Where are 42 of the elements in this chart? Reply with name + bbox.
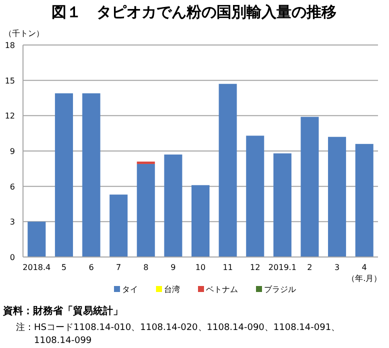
bar <box>110 194 128 257</box>
y-tick-label: 18 <box>4 41 15 50</box>
bar <box>218 84 237 257</box>
y-tick-label: 3 <box>10 218 15 227</box>
bar <box>246 136 264 257</box>
bar <box>300 116 319 257</box>
bar <box>54 93 73 257</box>
y-tick-label: 0 <box>10 253 15 262</box>
bar <box>164 154 182 257</box>
x-tick-label: 5 <box>61 263 67 272</box>
x-tick-label: 11 <box>222 263 233 272</box>
x-tick-label: 9 <box>170 263 176 272</box>
chart-title: 図１ タピオカでん粉の国別輸入量の推移 <box>52 3 336 21</box>
x-tick-label: 10 <box>195 263 206 272</box>
y-tick-label: 9 <box>10 147 15 156</box>
bar <box>82 93 100 257</box>
bar <box>328 136 346 257</box>
y-tick-label: 6 <box>10 182 15 192</box>
x-tick-label: 2 <box>307 263 312 272</box>
x-axis-title: （年.月） <box>347 274 382 283</box>
text: 資料：財務省「貿易統計」 <box>2 305 123 317</box>
y-tick-label: 12 <box>4 112 15 121</box>
bar <box>355 144 374 257</box>
x-tick-label: 6 <box>88 263 94 272</box>
y-axis-title: （千トン） <box>4 29 44 38</box>
legend-label: ベトナム <box>206 285 238 294</box>
legend-label: 台湾 <box>164 285 180 294</box>
x-tick-label: 4 <box>362 263 367 272</box>
x-tick-label: 7 <box>116 263 122 272</box>
y-tick-label: 15 <box>4 76 15 86</box>
bar <box>191 185 210 257</box>
bar <box>28 222 46 257</box>
bar <box>273 153 292 257</box>
text: 注：HSコード1108.14-010、1108.14-020、1108.14-090、1108.14-091、1108.14-099 <box>16 322 340 346</box>
x-tick-label: 8 <box>143 263 148 272</box>
legend-label: タイ <box>122 285 138 294</box>
x-tick-label: 2018.4 <box>22 263 51 272</box>
bar <box>136 164 155 257</box>
legend-label: ブラジル <box>264 285 296 294</box>
x-tick-label: 12 <box>250 263 260 272</box>
x-tick-label: 3 <box>334 263 340 272</box>
x-tick-label: 2019.1 <box>268 263 296 272</box>
